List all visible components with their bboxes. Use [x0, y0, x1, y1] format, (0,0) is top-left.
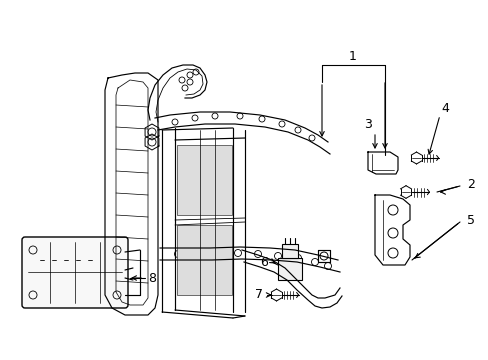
Text: 2: 2	[466, 179, 474, 192]
Bar	[282, 244, 297, 258]
FancyBboxPatch shape	[22, 237, 128, 308]
Text: 1: 1	[348, 50, 356, 63]
Bar	[278, 258, 302, 280]
Text: 3: 3	[364, 118, 371, 131]
Text: 5: 5	[466, 213, 474, 226]
Bar	[177, 225, 231, 295]
Bar	[177, 145, 231, 215]
Text: 8: 8	[148, 271, 156, 284]
Text: 7: 7	[254, 288, 263, 302]
Text: 6: 6	[260, 256, 267, 269]
Text: 4: 4	[440, 102, 448, 114]
